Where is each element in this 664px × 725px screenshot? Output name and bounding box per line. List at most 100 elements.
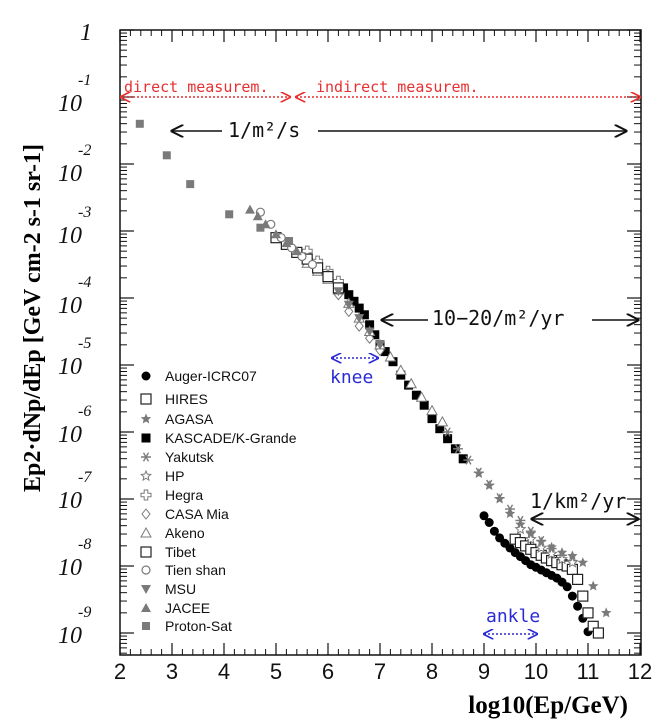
x-tick-6: 6 <box>322 659 334 684</box>
data-point <box>566 563 579 576</box>
svg-text:Auger-ICRC07: Auger-ICRC07 <box>165 368 257 384</box>
legend-entry-tibet: Tibet <box>140 544 196 560</box>
svg-text:-8: -8 <box>78 536 91 553</box>
svg-text:-4: -4 <box>78 274 91 291</box>
svg-text:MSU: MSU <box>165 581 196 597</box>
data-point <box>427 414 437 424</box>
svg-text:-6: -6 <box>78 403 91 420</box>
data-point <box>436 415 449 427</box>
svg-text:-5: -5 <box>78 335 91 352</box>
legend-marker <box>140 413 152 424</box>
svg-text:HP: HP <box>165 468 184 484</box>
data-point <box>135 119 144 128</box>
data-point <box>562 582 572 592</box>
y-tick-2: 10 -2 <box>58 142 91 187</box>
data-point <box>484 518 494 527</box>
data-point <box>354 303 364 313</box>
data-point <box>359 310 369 320</box>
svg-text:AGASA: AGASA <box>165 411 214 427</box>
data-point <box>453 444 463 454</box>
data-point <box>285 237 293 245</box>
x-tick-8: 8 <box>426 659 438 684</box>
data-point <box>388 357 398 367</box>
legend-marker <box>140 546 152 558</box>
data-point <box>271 229 281 239</box>
data-point <box>504 508 516 519</box>
svg-text:Akeno: Akeno <box>165 525 205 541</box>
legend-entry-agasa: AGASA <box>140 411 214 427</box>
data-point <box>515 515 526 526</box>
data-point <box>435 424 445 434</box>
data-point <box>536 535 547 546</box>
legend-marker <box>141 565 151 575</box>
data-point <box>489 526 499 536</box>
svg-text:CASA Mia: CASA Mia <box>165 506 229 522</box>
data-point <box>322 271 334 283</box>
svg-text:Hegra: Hegra <box>165 487 203 503</box>
svg-text:-9: -9 <box>78 604 91 621</box>
svg-text:10: 10 <box>58 91 82 117</box>
legend-entry-proton-sat: Proton-Sat <box>142 618 232 634</box>
data-point <box>577 557 589 568</box>
data-point <box>524 532 537 545</box>
legend-entry-hires: HIRES <box>140 391 208 407</box>
data-point <box>419 400 429 410</box>
data-point <box>494 493 505 503</box>
data-point <box>354 314 365 324</box>
legend-marker <box>141 452 151 462</box>
data-point <box>571 573 584 586</box>
legend-marker <box>140 489 152 501</box>
x-tick-10: 10 <box>524 659 548 684</box>
x-axis-title: log10(Ep/GeV) <box>468 692 628 719</box>
svg-text:10: 10 <box>58 555 82 581</box>
svg-text:10: 10 <box>58 293 82 319</box>
legend-marker <box>141 585 151 594</box>
data-point <box>442 427 453 437</box>
data-point <box>514 522 527 535</box>
series-proton-sat <box>135 119 293 245</box>
legend-marker <box>141 508 151 520</box>
data-point <box>225 210 234 219</box>
data-point <box>365 320 375 330</box>
legend-marker <box>141 603 151 612</box>
legend-marker <box>140 469 152 482</box>
legend-marker <box>140 526 152 538</box>
data-point <box>556 547 568 558</box>
data-point <box>525 526 536 536</box>
svg-text:Tibet: Tibet <box>165 544 196 560</box>
data-point <box>343 300 354 310</box>
svg-text:10: 10 <box>58 422 82 448</box>
direct-label: direct measurem. <box>124 78 269 96</box>
knee-label: knee <box>330 367 373 388</box>
y-tick-8: 10 -8 <box>58 536 91 581</box>
legend-entry-msu: MSU <box>141 581 196 597</box>
x-tick-11: 11 <box>577 659 600 684</box>
data-point <box>411 390 421 400</box>
svg-text:Tien shan: Tien shan <box>165 562 226 578</box>
data-point <box>162 151 171 160</box>
svg-text:-7: -7 <box>78 469 92 486</box>
x-tick-labels: 2 3 4 5 6 7 8 9 10 11 12 <box>114 659 652 684</box>
svg-text:10: 10 <box>58 488 82 514</box>
data-point <box>349 296 359 306</box>
rate3-label: 1/km²/yr <box>530 489 626 513</box>
svg-text:10: 10 <box>58 223 82 249</box>
legend-entry-yakutsk: Yakutsk <box>141 449 215 465</box>
data-points <box>135 119 612 639</box>
ankle-label: ankle <box>486 606 540 627</box>
data-point <box>479 511 489 521</box>
x-tick-2: 2 <box>114 659 126 684</box>
data-point <box>582 607 594 619</box>
series-msu <box>333 287 385 350</box>
legend-marker <box>142 622 150 630</box>
legend-entry-kascade: KASCADE/K-Grande <box>141 430 297 446</box>
data-point <box>484 479 495 489</box>
data-point <box>375 340 385 350</box>
data-point <box>567 550 578 561</box>
legend-marker <box>140 393 152 405</box>
data-point <box>535 541 548 554</box>
y-tick-1: 10 -1 <box>58 72 91 117</box>
data-point <box>245 204 255 214</box>
legend-marker <box>141 433 151 443</box>
